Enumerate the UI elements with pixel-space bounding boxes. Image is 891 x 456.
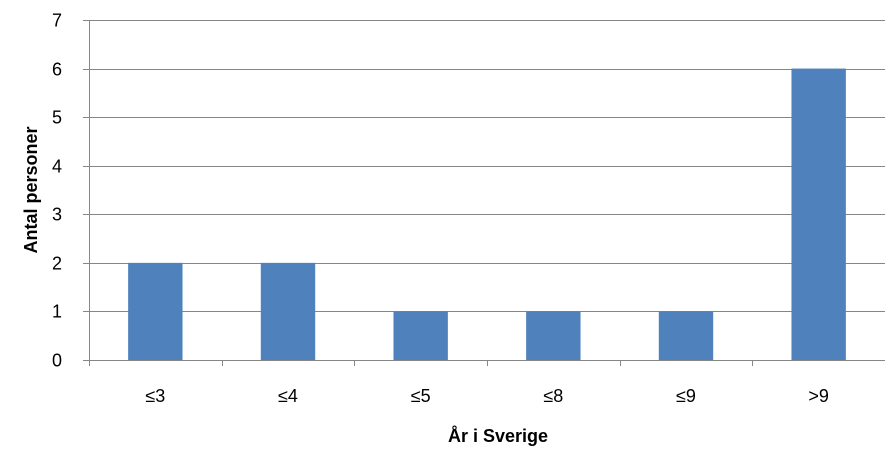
y-tick-label-4: 4 <box>52 157 62 177</box>
y-tick-label-0: 0 <box>52 351 62 371</box>
bar-4 <box>658 311 714 360</box>
y-axis-title: Antal personer <box>21 126 41 253</box>
y-tick-label-7: 7 <box>52 11 62 31</box>
x-tick-label-0: ≤3 <box>145 386 165 406</box>
bar-0 <box>128 262 183 360</box>
y-tick-label-1: 1 <box>52 302 62 322</box>
y-tick-label-6: 6 <box>52 60 62 80</box>
y-tick-labels: 0 1 2 3 4 5 6 7 <box>52 11 62 371</box>
gridlines <box>89 20 885 312</box>
x-axis-title: År i Sverige <box>448 426 548 446</box>
x-tick-label-3: ≤8 <box>543 386 563 406</box>
bar-2 <box>393 311 448 360</box>
bar-5 <box>791 68 846 361</box>
x-tick-label-4: ≤9 <box>676 386 696 406</box>
x-tick-label-1: ≤4 <box>278 386 298 406</box>
y-tick-label-5: 5 <box>52 108 62 128</box>
x-tick-labels: ≤3 ≤4 ≤5 ≤8 ≤9 >9 <box>145 386 829 406</box>
bars <box>128 68 846 361</box>
bar-1 <box>260 262 316 360</box>
y-tick-label-3: 3 <box>52 205 62 225</box>
x-tick-label-5: >9 <box>808 386 829 406</box>
y-tick-label-2: 2 <box>52 254 62 274</box>
x-tick-label-2: ≤5 <box>411 386 431 406</box>
axes <box>83 20 885 366</box>
bar-3 <box>526 311 581 360</box>
